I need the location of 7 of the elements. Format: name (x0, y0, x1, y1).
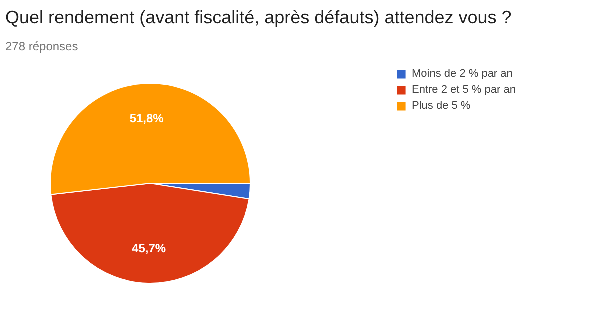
legend-label: Plus de 5 % (412, 100, 471, 112)
legend-label: Entre 2 et 5 % par an (412, 84, 516, 96)
legend-label: Moins de 2 % par an (412, 68, 513, 80)
data-label: 45,7% (132, 241, 166, 256)
chart-title: Quel rendement (avant fiscalité, après défauts) attendez vous ? (6, 8, 512, 28)
data-label: 51,8% (130, 112, 164, 126)
chart-subtitle: 278 réponses (6, 40, 78, 54)
